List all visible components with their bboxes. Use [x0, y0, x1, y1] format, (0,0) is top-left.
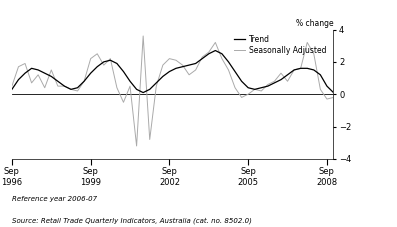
Legend: Trend, Seasonally Adjusted: Trend, Seasonally Adjusted: [234, 35, 326, 55]
Text: Source: Retail Trade Quarterly Indicators, Australia (cat. no. 8502.0): Source: Retail Trade Quarterly Indicator…: [12, 217, 252, 224]
Text: % change: % change: [296, 19, 333, 28]
Text: Reference year 2006-07: Reference year 2006-07: [12, 196, 97, 202]
